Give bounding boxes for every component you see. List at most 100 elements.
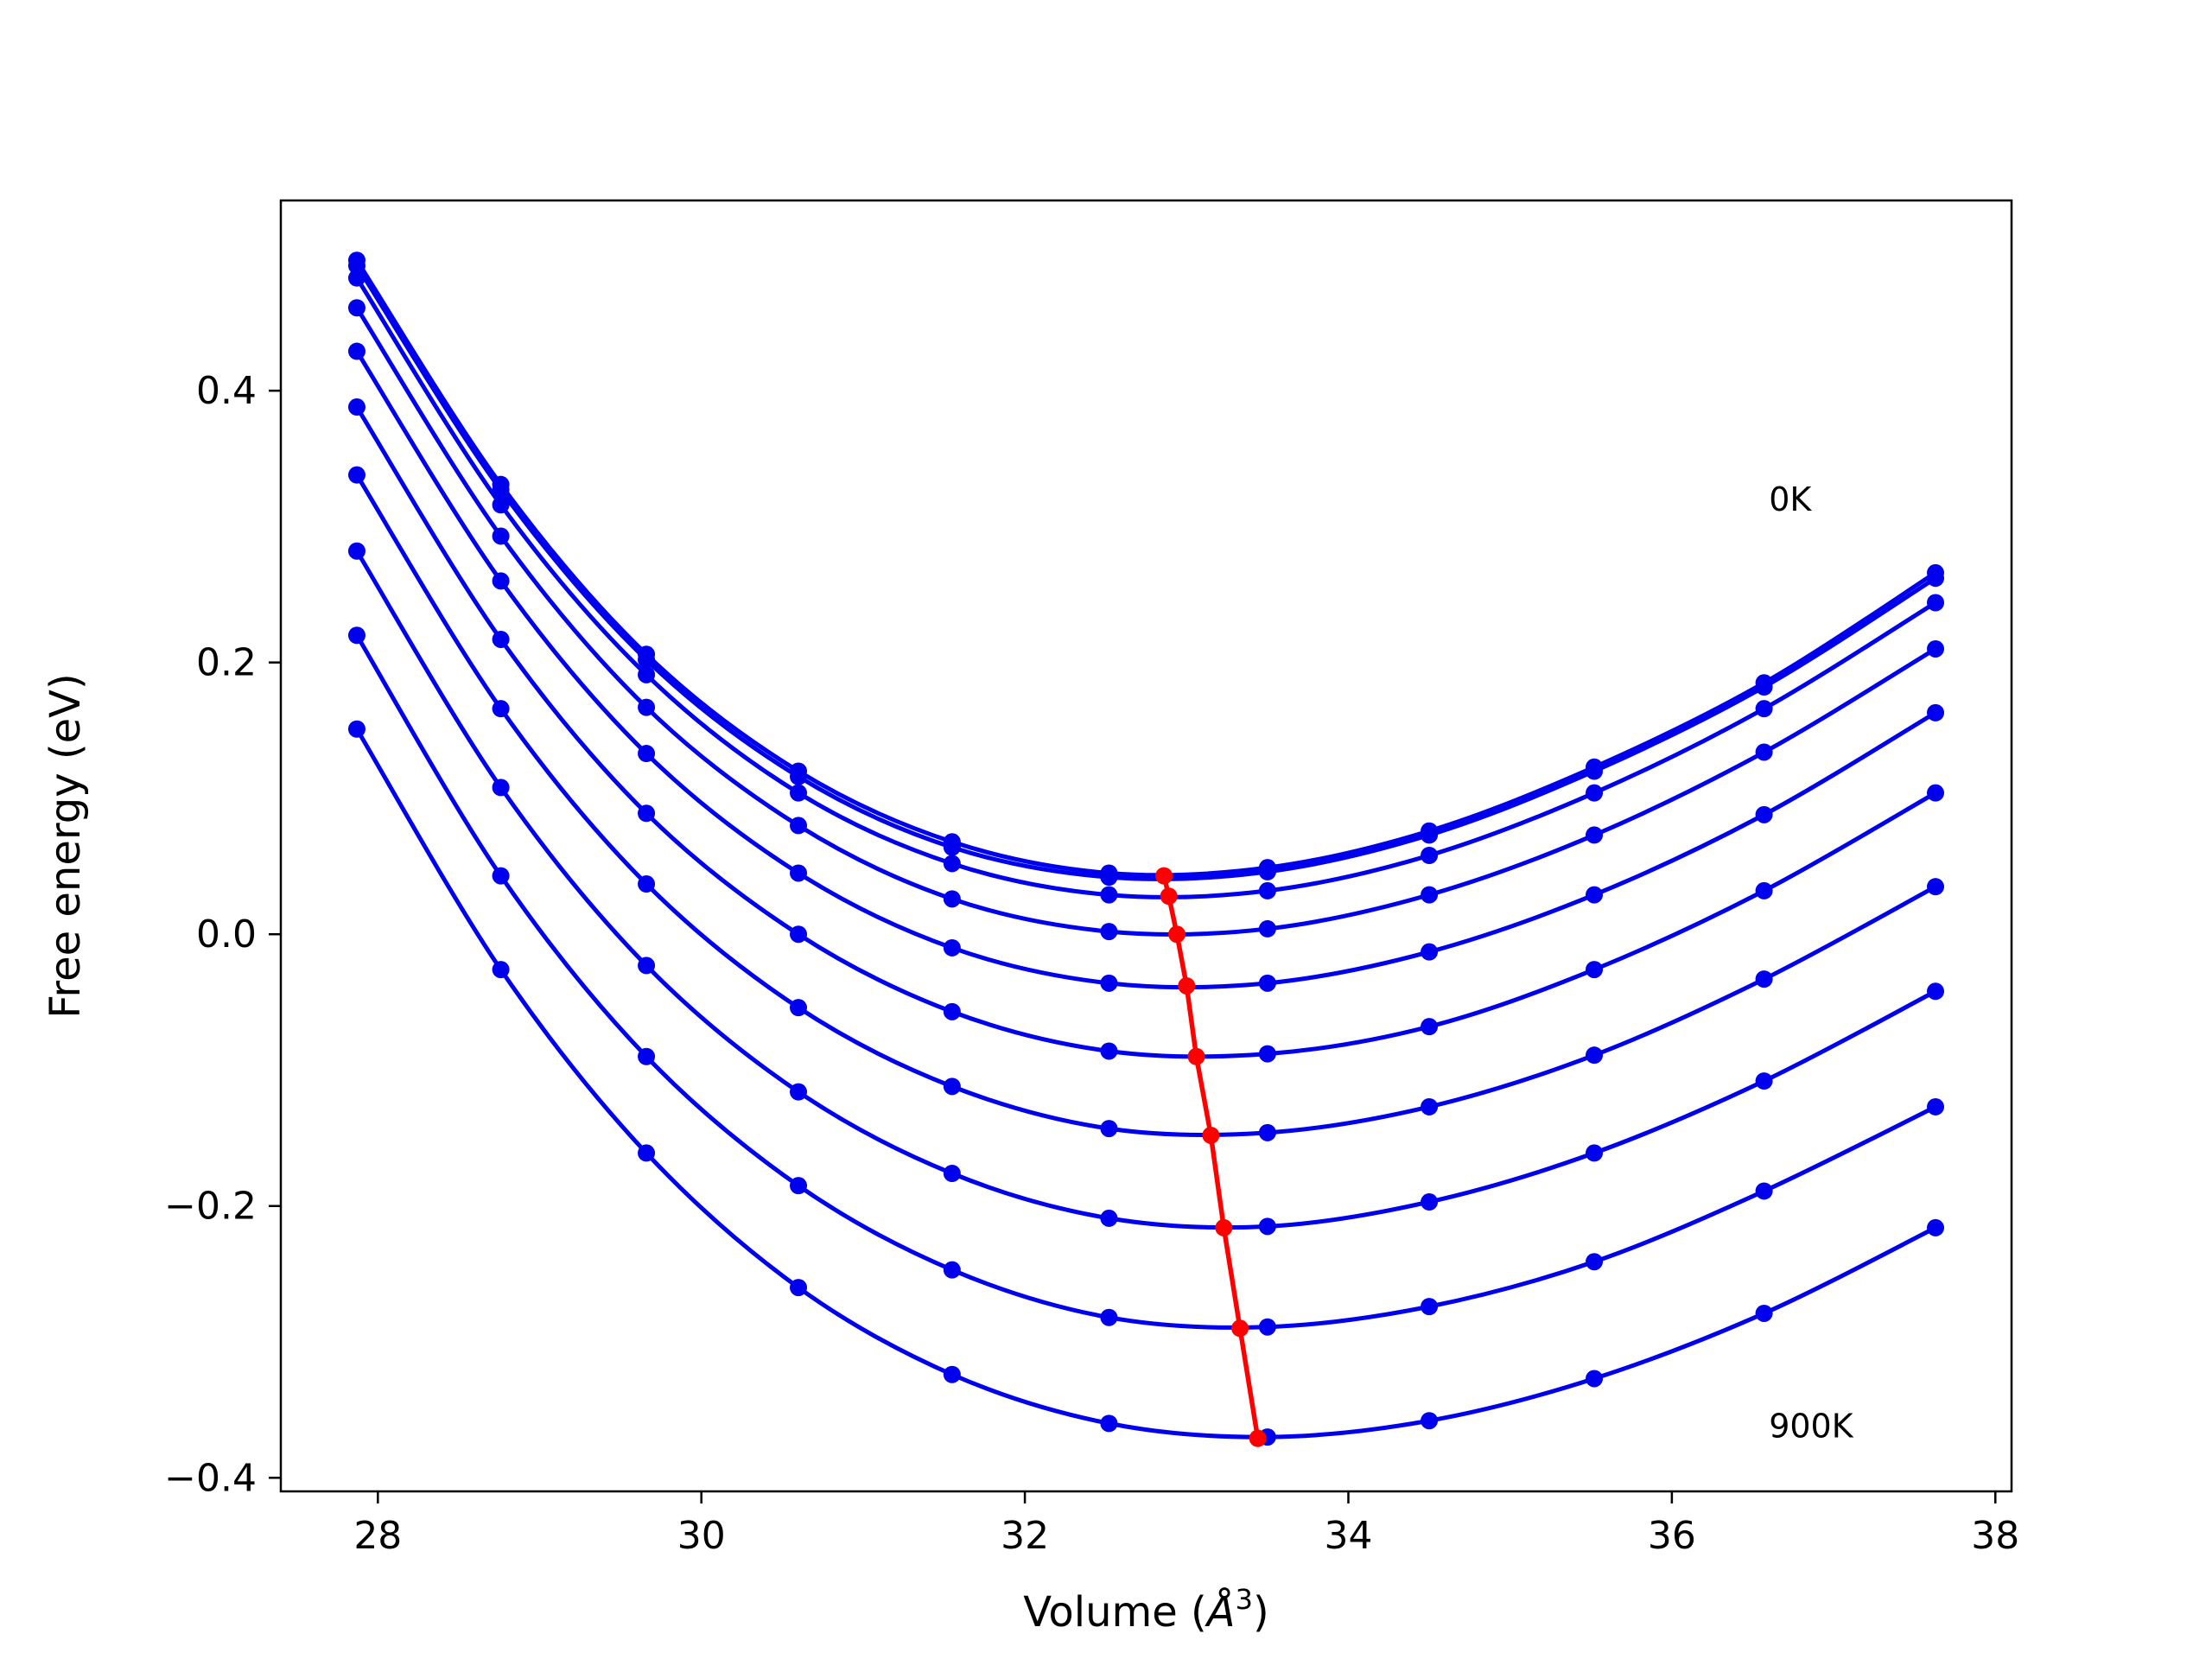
curve-point xyxy=(1927,1097,1945,1116)
minimum-point xyxy=(1155,867,1173,885)
curve-point xyxy=(1755,1304,1773,1322)
annotation-label: 900K xyxy=(1769,1408,1854,1446)
curve-point xyxy=(943,1077,961,1096)
curve-point xyxy=(1755,700,1773,718)
minimum-point xyxy=(1178,976,1196,995)
curve-point xyxy=(1927,569,1945,588)
curve-series-9 xyxy=(347,720,1945,1446)
minimum-point xyxy=(1187,1047,1205,1065)
curve-point xyxy=(1586,826,1604,844)
minimum-point xyxy=(1202,1126,1220,1144)
curve-point xyxy=(1421,1412,1439,1430)
x-axis-label-prefix: Volume ( xyxy=(1023,1588,1207,1637)
curve-point xyxy=(1258,919,1276,938)
curve-point xyxy=(1586,762,1604,780)
curve-point xyxy=(943,1165,961,1183)
minimum-point xyxy=(1215,1218,1233,1236)
curve-point xyxy=(1586,1253,1604,1271)
y-tick-label: −0.4 xyxy=(164,1456,257,1500)
curve-point xyxy=(347,720,365,738)
curve-point xyxy=(1927,639,1945,658)
curve-line xyxy=(354,257,1938,878)
curve-point xyxy=(1258,1045,1276,1063)
x-tick-label: 28 xyxy=(353,1514,402,1558)
curve-point xyxy=(638,1047,656,1065)
curve-point xyxy=(1258,974,1276,992)
curve-series-8 xyxy=(347,626,1945,1336)
y-tick-label: 0.2 xyxy=(196,641,257,685)
curve-point xyxy=(1927,982,1945,1001)
y-axis-label: Free energy (eV) xyxy=(41,673,90,1018)
curve-line xyxy=(354,404,1938,1059)
minimum-line-group xyxy=(1155,867,1267,1447)
curve-line xyxy=(354,549,1938,1230)
curve-point xyxy=(790,767,808,785)
curve-point xyxy=(1421,1018,1439,1036)
curve-point xyxy=(638,651,656,669)
x-tick-label: 32 xyxy=(1001,1514,1049,1558)
curve-point xyxy=(1755,678,1773,696)
y-tick-label: −0.2 xyxy=(164,1185,257,1229)
curve-point xyxy=(347,299,365,317)
curve-line xyxy=(354,276,1938,899)
curve-point xyxy=(1927,594,1945,612)
curve-point xyxy=(1755,743,1773,761)
curve-point xyxy=(638,745,656,763)
curve-point xyxy=(1421,886,1439,904)
curve-point xyxy=(1100,886,1118,904)
curve-point xyxy=(1100,868,1118,887)
curve-point xyxy=(790,925,808,944)
curve-line xyxy=(354,263,1938,881)
curve-point xyxy=(1258,1318,1276,1336)
curve-point xyxy=(1755,805,1773,823)
curve-point xyxy=(1927,1218,1945,1236)
curve-point xyxy=(1927,784,1945,802)
curve-point xyxy=(1421,1298,1439,1316)
curve-point xyxy=(1421,943,1439,961)
curve-point xyxy=(943,890,961,908)
curve-point xyxy=(1100,1120,1118,1138)
plot-frame xyxy=(279,199,2013,1493)
curve-series-7 xyxy=(347,542,1945,1236)
curve-point xyxy=(790,1279,808,1297)
curve-point xyxy=(492,496,510,514)
curve-point xyxy=(492,527,510,545)
curve-point xyxy=(347,626,365,645)
y-tick-label: 0.0 xyxy=(196,912,257,957)
curve-point xyxy=(943,855,961,873)
curve-point xyxy=(347,269,365,287)
curve-point xyxy=(943,1261,961,1279)
curve-series-1 xyxy=(347,257,1945,887)
curve-point xyxy=(1755,881,1773,899)
x-axis-label-suffix: ) xyxy=(1253,1588,1269,1637)
curve-point xyxy=(790,864,808,882)
energy-curves xyxy=(347,251,1945,1446)
x-tick-label: 30 xyxy=(677,1514,726,1558)
curve-point xyxy=(943,1365,961,1383)
curve-point xyxy=(1258,1123,1276,1141)
curve-point xyxy=(1258,862,1276,880)
curve-point xyxy=(492,867,510,885)
curve-point xyxy=(1586,784,1604,802)
x-tick-label: 36 xyxy=(1648,1514,1696,1558)
curve-point xyxy=(943,938,961,957)
curve-point xyxy=(1100,1414,1118,1433)
curve-line xyxy=(354,349,1938,990)
curve-point xyxy=(347,542,365,560)
curve-point xyxy=(492,630,510,648)
curve-point xyxy=(492,961,510,979)
curve-line xyxy=(354,305,1938,937)
minimum-point xyxy=(1160,887,1178,906)
curve-point xyxy=(1258,1217,1276,1236)
curve-point xyxy=(1755,970,1773,988)
x-tick-label: 38 xyxy=(1971,1514,2019,1558)
curve-point xyxy=(638,1144,656,1162)
curve-point xyxy=(638,957,656,975)
x-tick-label: 34 xyxy=(1324,1514,1372,1558)
curve-point xyxy=(943,1002,961,1020)
curve-point xyxy=(347,398,365,416)
curve-point xyxy=(1586,1144,1604,1162)
minimum-point xyxy=(1249,1429,1267,1447)
curve-point xyxy=(1421,847,1439,865)
